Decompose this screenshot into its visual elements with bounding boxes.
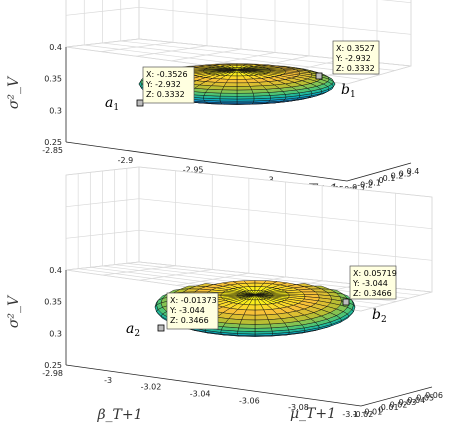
point-label: a1 [105,95,119,113]
z-tick-label: 0.3 [49,329,62,338]
datatip-line: Z: 0.3466 [353,289,392,298]
x-axis-line [346,162,412,182]
x-tick-label: 0.06 [425,391,443,400]
y-tick-label: -2.85 [42,146,63,155]
x-tick-label: 0.03 [398,398,416,407]
datatip-box [166,292,219,330]
surface-facet [241,314,256,321]
x-axis-label: μ_T+1 [290,406,336,422]
datatip-line: X: 0.05719 [353,269,397,278]
datatip-box [142,66,195,104]
z-tick-label: 0.35 [44,298,62,307]
x-tick-label: 0 [378,405,383,414]
z-axis-label: σ²_V [6,75,22,109]
datatip-marker [315,72,323,80]
surface-facet [254,323,272,329]
x-tick-label: 0.4 [407,167,420,176]
datatip-line: Y: -2.932 [145,80,181,89]
y-tick-label: -3 [266,175,274,184]
x-tick-label: 0.1 [383,174,396,183]
datatip-line: Y: -3.044 [352,279,388,288]
y-axis-label: β_T+1 [96,407,142,423]
surface-facet [221,86,238,91]
z-tick-label: 0.3 [49,106,62,115]
surface-facet [236,95,255,100]
x-tick-label: 0.05 [416,393,434,402]
surface-facet [236,92,255,97]
x-tick-label: -0.1 [365,178,381,187]
datatip-line: Z: 0.3332 [146,90,185,99]
z-tick-label: 0.25 [44,361,62,370]
x-tick-label: 0 [378,176,383,185]
surface-facet [236,89,254,94]
datatip-line: Y: -3.044 [169,306,205,315]
surface-facet [223,82,238,87]
y-axis-line [65,364,362,407]
surface-facet [254,314,269,321]
y-tick-label: -3.08 [288,403,309,412]
y-tick-label: -3.06 [239,396,260,405]
datatip-marker [342,298,350,306]
y-tick-label: -3.02 [141,383,162,392]
datatip-marker [157,324,165,332]
y-tick-label: -2.9 [118,156,134,165]
datatip-line: Z: 0.3466 [170,316,209,325]
panel-a: Panel A: Model M₁0.250.30.350.4-2.85-2.9… [6,0,419,201]
datatip-line: Z: 0.3332 [336,64,375,73]
z-tick-label: 0.4 [49,43,62,52]
datatip-line: X: -0.3526 [146,70,188,79]
y-tick-label: -3.04 [190,390,211,399]
surface-facet [219,92,238,97]
panel-b: Panel B: Model M₂0.250.30.350.4-2.98-3-3… [6,166,443,423]
ellipsoid-surface [154,280,356,337]
x-tick-label: 0.04 [407,396,425,405]
surface-facet [239,319,256,325]
point-label: a2 [126,321,140,339]
x-tick-label: 0.2 [391,172,404,181]
x-tick-label: -0.3 [349,183,365,192]
surface-facet [254,319,271,325]
z-tick-label: 0.25 [44,138,62,147]
z-tick-label: 0.4 [49,266,62,275]
datatip-line: X: -0.01373 [170,296,217,305]
x-tick-label: -0.2 [357,181,373,190]
y-tick-label: -2.98 [42,369,63,378]
x-tick-label: -0.02 [353,410,374,419]
surface-facet [236,82,251,87]
y-tick-label: -2.95 [183,166,204,175]
z-tick-label: 0.35 [44,75,62,84]
surface-facet [236,86,253,91]
point-label: b2 [372,307,387,325]
surface-facet [238,323,256,329]
surface-facet [219,95,238,100]
datatip-box [349,265,397,300]
point-label: b1 [341,82,356,100]
surface-facet [220,89,238,94]
x-tick-label: 0.01 [381,403,399,412]
x-axis-line [360,386,433,407]
datatip-line: Y: -2.932 [335,54,371,63]
y-tick-label: -3 [104,376,112,385]
datatip-line: X: 0.3527 [336,44,375,53]
z-axis-label: σ²_V [6,294,22,328]
x-tick-label: 0.3 [399,169,412,178]
y-tick-label: -3.1 [342,410,358,419]
datatip-box [332,40,380,75]
y-axis-line [65,141,348,182]
x-tick-label: -0.01 [362,408,383,417]
datatip-marker [136,99,144,107]
x-tick-label: 0.02 [390,401,408,410]
